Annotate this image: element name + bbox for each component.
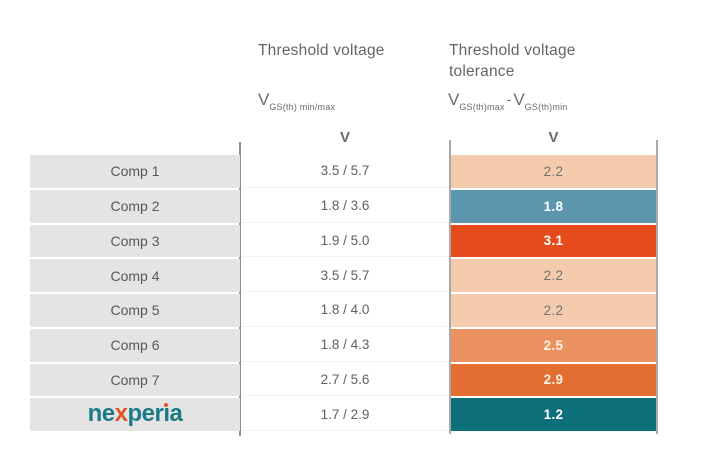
threshold-range-cell: 1.8 / 4.3 [242,329,448,362]
row-label-cell: Comp 1 [30,155,240,188]
table-row: Comp 3 1.9 / 5.0 3.1 [0,224,702,260]
logo-text-teal: a [169,399,183,427]
threshold-range-cell: 2.7 / 5.6 [242,364,448,397]
threshold-range-cell: 3.5 / 5.7 [242,259,448,292]
threshold-range-cell: 1.8 / 3.6 [242,190,448,223]
tolerance-column-right-edge-line [656,140,658,434]
table-body: Comp 1 3.5 / 5.7 2.2 Comp 2 1.8 / 3.6 1.… [0,155,702,433]
row-label-cell: Comp 6 [30,328,240,362]
col3-formula: VGS(th)max - VGS(th)min [448,90,568,112]
tolerance-cell: 2.2 [451,294,656,327]
minus-sign: - [506,91,512,107]
formula-symbol: V [258,90,270,109]
tolerance-column-left-edge-line [449,140,451,434]
formula-subscript: GS(th)max [459,102,505,112]
formula-symbol: V [448,90,460,109]
col2-title: Threshold voltage [258,42,385,59]
tolerance-cell: 3.1 [451,224,656,258]
column-divider-line [239,142,241,436]
tolerance-cell: 1.8 [451,189,656,223]
tolerance-cell: 1.2 [451,398,656,431]
logo-i-dot [164,402,169,407]
row-label-cell: Comp 3 [30,224,240,258]
table-row: Comp 2 1.8 / 3.6 1.8 [0,189,702,225]
threshold-range-cell: 1.9 / 5.0 [242,225,448,258]
col3-title-line2: tolerance [449,63,515,80]
table-row: Comp 6 1.8 / 4.3 2.5 [0,328,702,364]
tolerance-cell: 2.9 [451,363,656,397]
formula-subscript: GS(th) min/max [269,102,336,112]
table-row: Comp 1 3.5 / 5.7 2.2 [0,155,702,190]
tolerance-cell: 2.2 [451,155,656,188]
threshold-range-cell: 1.8 / 4.0 [242,294,448,327]
logo-letter-i: ı [163,399,170,427]
formula-subscript: GS(th)min [524,102,568,112]
col3-title-line1: Threshold voltage [449,42,576,59]
row-label-cell: Comp 2 [30,189,240,223]
table-row: Comp 4 3.5 / 5.7 2.2 [0,259,702,294]
row-label-cell: Comp 7 [30,363,240,397]
col2-unit-label: V [339,129,350,146]
formula-symbol: V [513,90,525,109]
table-row: nexperı a 1.7 / 2.9 1.2 [0,398,702,433]
logo-text-orange-x: x [114,399,128,427]
table-row: Comp 5 1.8 / 4.0 2.2 [0,294,702,329]
logo-letter-i-stem: ı [163,399,170,427]
threshold-range-cell: 1.7 / 2.9 [242,398,448,431]
threshold-range-cell: 3.5 / 5.7 [242,155,448,188]
logo-text-teal: ne [87,399,116,427]
col3-unit-label: V [548,129,559,146]
table-row: Comp 7 2.7 / 5.6 2.9 [0,363,702,399]
tolerance-cell: 2.5 [451,328,656,362]
logo-text-teal: per [127,399,164,427]
row-label-cell: Comp 4 [30,259,240,292]
col3-title: Threshold voltage tolerance [449,40,634,82]
row-label-cell: Comp 5 [30,294,240,327]
nexperia-logo: nexperı a [87,399,183,428]
col2-formula: VGS(th) min/max [258,90,336,112]
row-label-cell-nexperia: nexperı a [30,398,240,431]
tolerance-cell: 2.2 [451,259,656,292]
